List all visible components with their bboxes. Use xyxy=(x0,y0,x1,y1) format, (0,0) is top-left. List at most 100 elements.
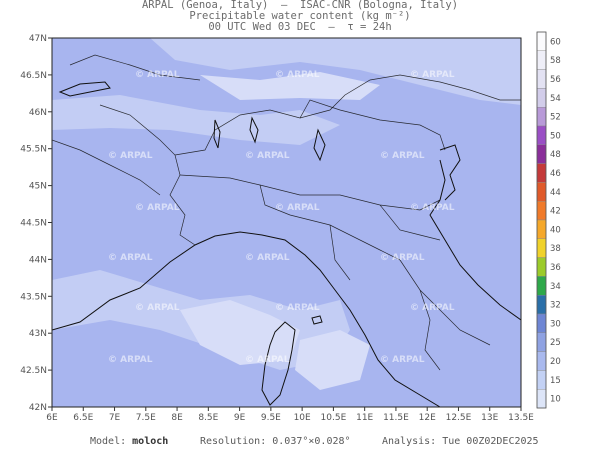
colorbar-swatch xyxy=(536,257,547,277)
borders xyxy=(52,54,521,371)
arpal-watermark: © ARPAL xyxy=(245,151,290,161)
colorbar-label: 40 xyxy=(550,225,561,235)
lon-tick-label: 10.5E xyxy=(321,413,347,423)
colorbar-frame xyxy=(536,31,547,409)
colorbar-label: 15 xyxy=(550,376,561,386)
lake-garda xyxy=(313,128,326,162)
lighter-patch-tyrrhenian xyxy=(295,330,370,390)
lake-como xyxy=(249,116,259,144)
light-patch-alps-south xyxy=(52,95,340,145)
arpal-watermark: © ARPAL xyxy=(275,70,320,80)
colorbar-label: 25 xyxy=(550,338,561,348)
title-line-1: ARPAL (Genoa, Italy) — ISAC-CNR (Bologna… xyxy=(141,0,459,11)
footer-analysis: Analysis: Tue 00Z02DEC2025 xyxy=(382,436,539,447)
footer-resolution-value: 0.037°×0.028° xyxy=(272,436,351,447)
arpal-watermark: © ARPAL xyxy=(275,203,320,213)
lat-tick-label: 46.5N xyxy=(20,71,47,81)
arpal-watermark: © ARPAL xyxy=(410,203,455,213)
colorbar-label: 54 xyxy=(550,94,561,104)
venice-lagoon xyxy=(439,144,461,201)
colorbar-label: 32 xyxy=(550,301,561,311)
colorbar-swatch xyxy=(536,106,547,127)
light-patch-alps xyxy=(52,38,521,105)
colorbar-label: 10 xyxy=(550,395,561,405)
colorbar-swatch xyxy=(536,200,547,221)
lighter-patch-north xyxy=(200,72,380,100)
lon-tick-label: 8E xyxy=(171,413,183,423)
colorbar-label: 38 xyxy=(550,244,561,254)
latitude-axis: 47N 46.5N 46N 45.5N 45N 44.5N 44N 43.5N 43N 42.5N… xyxy=(20,34,52,413)
footer-resolution: Resolution: 0.037°×0.028° xyxy=(200,436,351,447)
lat-tick-label: 45N xyxy=(29,182,47,192)
colorbar-label: 58 xyxy=(550,56,561,66)
lat-tick-label: 44N xyxy=(29,255,47,265)
colorbar-swatch xyxy=(536,389,547,409)
colorbar-swatch xyxy=(536,332,547,352)
colorbar-swatch xyxy=(536,31,547,51)
colorbar-label: 44 xyxy=(550,188,561,198)
field-patches xyxy=(52,38,521,390)
colorbar-swatch xyxy=(536,144,547,164)
arpal-watermark: © ARPAL xyxy=(380,355,425,365)
colorbar-swatch xyxy=(536,125,547,145)
colorbar-label: 20 xyxy=(550,357,561,367)
colorbar: 60 58 56 54 52 50 48 46 44 42 40 38 36 34 32 30 25 20 15 10 xyxy=(536,31,561,409)
lat-tick-label: 45.5N xyxy=(20,145,47,155)
arpal-watermark: © ARPAL xyxy=(135,70,180,80)
italy-east-coast xyxy=(429,159,521,321)
colorbar-swatch xyxy=(536,219,547,239)
arpal-watermark: © ARPAL xyxy=(108,355,153,365)
lon-tick-label: 13E xyxy=(481,413,498,423)
colorbar-swatch xyxy=(536,182,547,202)
title-line-2: Precipitable water content (kg m⁻²) xyxy=(189,10,411,22)
colorbar-label: 60 xyxy=(550,37,561,47)
arpal-watermark: © ARPAL xyxy=(410,303,455,313)
arpal-watermark: © ARPAL xyxy=(108,253,153,263)
footer-model: Model: moloch xyxy=(90,436,168,447)
colorbar-label: 34 xyxy=(550,282,561,292)
colorbar-swatch xyxy=(536,351,547,371)
colorbar-swatch xyxy=(536,295,547,315)
colorbar-label: 36 xyxy=(550,263,561,273)
footer-resolution-label: Resolution: xyxy=(200,436,267,447)
corsica xyxy=(261,321,296,406)
colorbar-label: 48 xyxy=(550,150,561,160)
arpal-watermark: © ARPAL xyxy=(108,151,153,161)
title-line-3: 00 UTC Wed 03 DEC — τ = 24h xyxy=(208,21,392,33)
elba xyxy=(311,315,323,325)
arpal-watermark: © ARPAL xyxy=(380,253,425,263)
colorbar-swatch xyxy=(536,163,547,183)
colorbar-swatch xyxy=(536,238,547,258)
lon-tick-label: 7E xyxy=(109,413,121,423)
arpal-watermark: © ARPAL xyxy=(245,355,290,365)
lake-geneva xyxy=(58,81,111,97)
footer-model-value: moloch xyxy=(132,436,169,447)
lighter-patch-sea xyxy=(180,300,300,365)
lat-tick-label: 43N xyxy=(29,329,47,339)
arpal-watermark: © ARPAL xyxy=(275,303,320,313)
lon-tick-label: 12E xyxy=(419,413,436,423)
colorbar-swatch xyxy=(536,370,547,390)
region-boundaries xyxy=(179,174,491,371)
lat-tick-label: 43.5N xyxy=(20,292,47,302)
colorbar-swatch xyxy=(536,88,547,108)
northern-boundaries xyxy=(52,54,446,196)
footer-analysis-label: Analysis: xyxy=(382,436,437,447)
lon-tick-label: 11.5E xyxy=(383,413,409,423)
lon-tick-label: 8.5E xyxy=(198,413,218,423)
lon-tick-label: 11E xyxy=(356,413,373,423)
arpal-watermark: © ARPAL xyxy=(245,253,290,263)
lat-tick-label: 46N xyxy=(29,108,47,118)
colorbar-swatch xyxy=(536,50,547,70)
arpal-watermark: © ARPAL xyxy=(410,70,455,80)
lat-tick-label: 42.5N xyxy=(20,366,47,376)
colorbar-label: 46 xyxy=(550,169,561,179)
colorbar-label: 56 xyxy=(550,75,561,85)
lon-tick-label: 6.5E xyxy=(73,413,93,423)
colorbar-swatch xyxy=(536,276,547,296)
colorbar-label: 30 xyxy=(550,319,561,329)
lat-tick-label: 44.5N xyxy=(20,219,47,229)
footer-model-label: Model: xyxy=(90,436,127,447)
lat-tick-label: 47N xyxy=(29,34,47,44)
